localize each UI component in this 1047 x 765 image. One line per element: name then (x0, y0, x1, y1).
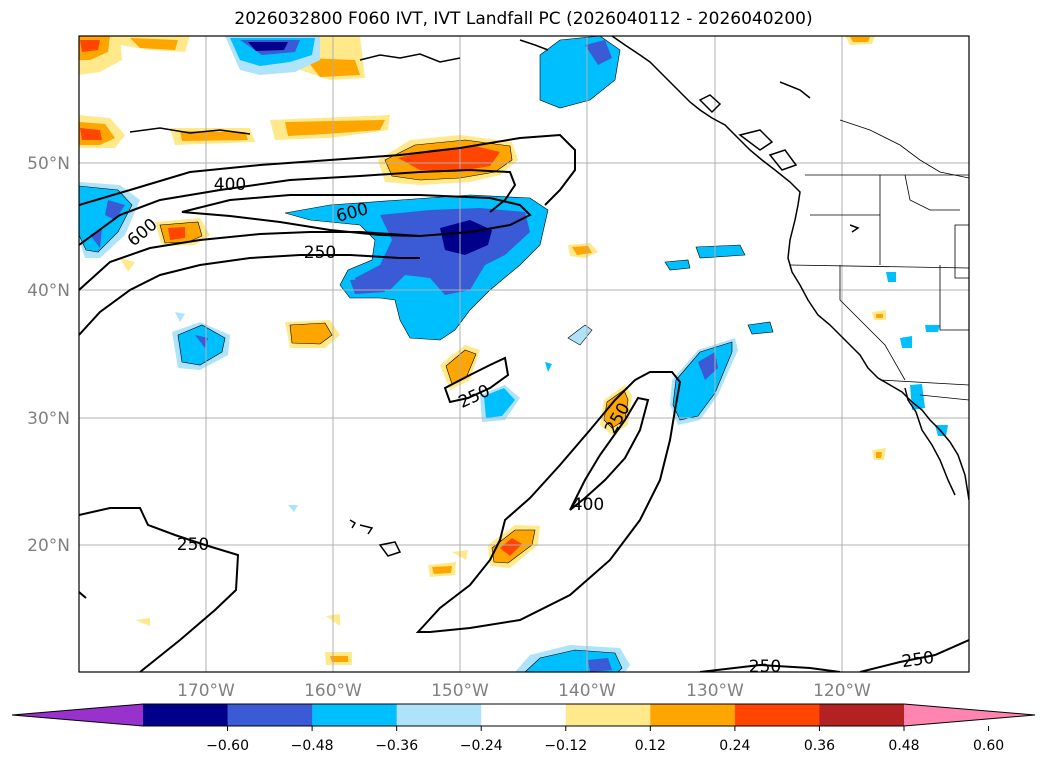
colorbar-tick-label: −0.60 (206, 738, 249, 754)
latitude-labels: 50°N 40°N 30°N 20°N (27, 154, 70, 556)
colorbar-tick-label: −0.36 (375, 738, 418, 754)
gridlines (79, 36, 969, 672)
colorbar-segment (227, 704, 313, 726)
contour-label: 250 (749, 657, 781, 677)
colorbar-segment (734, 704, 820, 726)
contour-label: 400 (214, 175, 246, 195)
contour-label: 400 (572, 495, 604, 515)
lon-label-150w: 150°W (431, 681, 489, 701)
colorbar-extend-high (904, 704, 1035, 726)
map-frame (78, 35, 970, 673)
coastlines (129, 36, 969, 557)
ivt-contours (79, 133, 969, 672)
colorbar-tick-label: −0.24 (460, 738, 503, 754)
lat-label-20n: 20°N (27, 536, 70, 556)
lon-label-130w: 130°W (686, 681, 744, 701)
lon-label-120w: 120°W (813, 681, 871, 701)
lon-label-140w: 140°W (558, 681, 616, 701)
map-title: 2026032800 F060 IVT, IVT Landfall PC (20… (234, 9, 813, 29)
longitude-labels: 170°W 160°W 150°W 140°W 130°W 120°W (177, 681, 871, 701)
colorbar-tick-label: 0.48 (888, 738, 919, 754)
colorbar-tick-label: 0.12 (635, 738, 666, 754)
colorbar-segment (565, 704, 651, 726)
colorbar: −0.60 −0.48 −0.36 −0.24 −0.12 0.12 0.24 0.36 0.4… (11, 703, 1036, 754)
contour-label: 250 (177, 535, 209, 555)
colorbar-tick-label: 0.60 (973, 738, 1004, 754)
colorbar-segment (143, 704, 229, 726)
lon-label-170w: 170°W (177, 681, 235, 701)
contour-label: 250 (304, 243, 336, 263)
colorbar-segment (819, 704, 905, 726)
colorbar-tick-label: 0.36 (804, 738, 835, 754)
colorbar-extend-low (12, 704, 143, 726)
colorbar-outline (11, 703, 1036, 727)
colorbar-tick-label: −0.48 (291, 738, 334, 754)
lat-label-30n: 30°N (27, 409, 70, 429)
lat-label-40n: 40°N (27, 281, 70, 301)
colorbar-tick-label: −0.12 (544, 738, 587, 754)
colorbar-tick-label: 0.24 (719, 738, 750, 754)
contour-label: 250 (901, 648, 936, 672)
political-borders (789, 119, 969, 401)
lon-label-160w: 160°W (304, 681, 362, 701)
colorbar-segment (312, 704, 398, 726)
colorbar-segment (481, 704, 567, 726)
colorbar-segment (396, 704, 482, 726)
colorbar-segment (650, 704, 736, 726)
lat-label-50n: 50°N (27, 154, 70, 174)
